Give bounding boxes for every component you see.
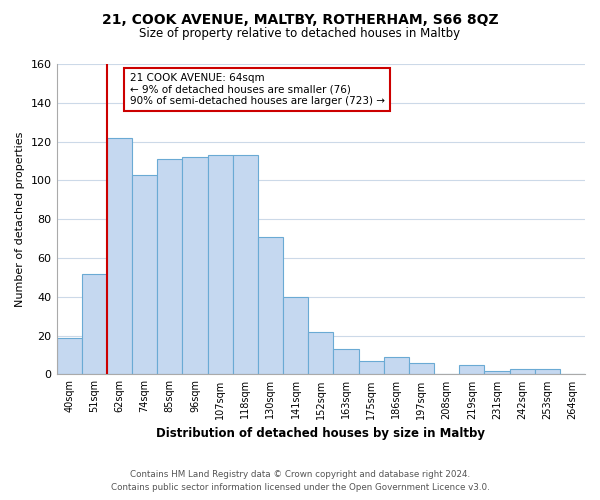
- Y-axis label: Number of detached properties: Number of detached properties: [15, 132, 25, 307]
- Text: Size of property relative to detached houses in Maltby: Size of property relative to detached ho…: [139, 28, 461, 40]
- Text: Contains HM Land Registry data © Crown copyright and database right 2024.
Contai: Contains HM Land Registry data © Crown c…: [110, 470, 490, 492]
- Bar: [484, 370, 509, 374]
- Bar: [82, 274, 107, 374]
- Bar: [283, 297, 308, 374]
- Bar: [409, 363, 434, 374]
- Bar: [233, 155, 258, 374]
- Text: 21, COOK AVENUE, MALTBY, ROTHERHAM, S66 8QZ: 21, COOK AVENUE, MALTBY, ROTHERHAM, S66 …: [101, 12, 499, 26]
- Bar: [535, 368, 560, 374]
- Bar: [509, 368, 535, 374]
- Bar: [334, 349, 359, 374]
- Bar: [459, 364, 484, 374]
- X-axis label: Distribution of detached houses by size in Maltby: Distribution of detached houses by size …: [156, 427, 485, 440]
- Bar: [208, 155, 233, 374]
- Bar: [182, 157, 208, 374]
- Bar: [308, 332, 334, 374]
- Text: 21 COOK AVENUE: 64sqm
← 9% of detached houses are smaller (76)
90% of semi-detac: 21 COOK AVENUE: 64sqm ← 9% of detached h…: [130, 72, 385, 106]
- Bar: [359, 361, 383, 374]
- Bar: [383, 357, 409, 374]
- Bar: [56, 338, 82, 374]
- Bar: [157, 159, 182, 374]
- Bar: [132, 174, 157, 374]
- Bar: [107, 138, 132, 374]
- Bar: [258, 236, 283, 374]
